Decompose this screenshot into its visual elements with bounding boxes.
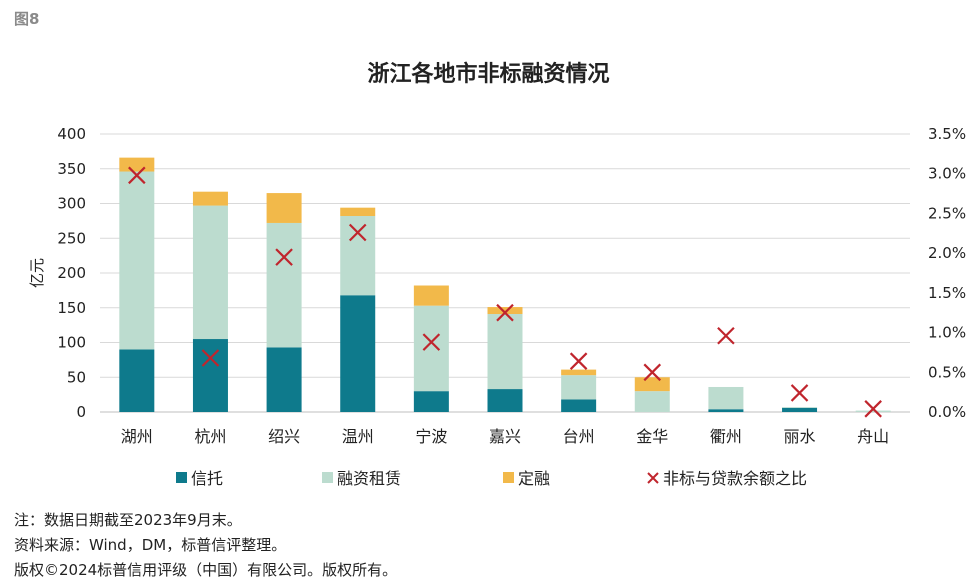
ratio-marker	[422, 333, 441, 351]
note-date: 注：数据日期截至2023年9月末。	[14, 511, 242, 529]
bar-segment	[487, 389, 523, 412]
bar-segment	[340, 216, 376, 296]
legend-label: 信托	[191, 469, 223, 488]
legend-swatch	[322, 472, 333, 483]
legend-label: 非标与贷款余额之比	[663, 469, 807, 488]
x-tick-label: 嘉兴	[489, 427, 521, 446]
bar-segment	[192, 191, 228, 206]
y-tick-label: 50	[67, 368, 86, 386]
bar-segment	[340, 295, 376, 412]
bar-segment	[782, 407, 818, 412]
x-tick-label: 舟山	[857, 427, 889, 446]
bar-segment	[561, 399, 597, 412]
legend-marker	[647, 472, 659, 484]
note-source: 资料来源：Wind，DM，标普信评整理。	[14, 536, 287, 554]
legend-label: 融资租赁	[337, 469, 401, 488]
x-tick-label: 湖州	[121, 427, 153, 446]
y-tick-label: 200	[57, 264, 86, 282]
ratio-marker	[348, 223, 367, 242]
ratio-marker	[643, 363, 662, 382]
ratio-marker	[717, 326, 735, 345]
y2-tick-label: 0.0%	[928, 403, 966, 421]
y2-tick-label: 0.5%	[928, 363, 966, 381]
bar-segment	[413, 285, 449, 306]
x-tick-label: 绍兴	[268, 427, 300, 446]
x-tick-label: 杭州	[194, 427, 226, 446]
bar-segment	[340, 207, 376, 217]
y2-tick-label: 1.0%	[928, 324, 966, 342]
y2-tick-label: 1.5%	[928, 284, 966, 302]
x-tick-label: 温州	[342, 427, 374, 446]
ratio-marker	[128, 166, 146, 185]
legend-label: 定融	[518, 469, 550, 488]
y-tick-label: 150	[57, 299, 86, 317]
x-tick-label: 衢州	[710, 427, 742, 446]
bar-segment	[413, 391, 449, 412]
y-axis-label: 亿元	[28, 258, 46, 288]
figure-label: 图8	[14, 10, 40, 28]
ratio-marker	[569, 352, 588, 370]
ratio-marker	[496, 303, 514, 322]
bar-segment	[561, 369, 597, 376]
x-tick-label: 金华	[636, 427, 668, 446]
y2-tick-label: 3.5%	[928, 125, 966, 143]
ratio-marker	[864, 400, 882, 418]
chart-svg: 0 50 100 150 200 250 300 350 400 0.0% 0.5% 1.0% 1.5%…	[28, 125, 966, 488]
bar-segment	[266, 193, 302, 223]
bar-segment	[119, 171, 155, 350]
bar-segment	[192, 339, 228, 412]
bar-segment	[487, 314, 523, 390]
bar-segment	[708, 409, 744, 412]
y-tick-label: 300	[57, 195, 86, 213]
ratio-marker	[275, 248, 293, 266]
bar-segment	[855, 410, 891, 412]
bar-segment	[708, 386, 744, 410]
note-copyright: 版权©2024标普信用评级（中国）有限公司。版权所有。	[14, 561, 398, 579]
y2-tick-label: 2.5%	[928, 204, 966, 222]
bar-segment	[266, 347, 302, 412]
bar-segment	[413, 305, 449, 392]
x-tick-label: 宁波	[415, 427, 447, 446]
ratio-marker	[790, 384, 809, 402]
bar-segment	[192, 205, 228, 340]
ratio-marker	[201, 349, 220, 367]
bar-segment	[119, 157, 155, 172]
bar-segment	[634, 377, 670, 392]
x-tick-label: 台州	[563, 427, 595, 446]
y-tick-label: 0	[76, 403, 86, 421]
notes: 注：数据日期截至2023年9月末。 资料来源：Wind，DM，标普信评整理。 版…	[14, 508, 397, 583]
y-tick-label: 250	[57, 229, 86, 247]
chart-title: 浙江各地市非标融资情况	[367, 62, 610, 87]
bar-segment	[266, 222, 302, 348]
y-tick-label: 400	[57, 125, 86, 143]
bar-segment	[561, 375, 597, 400]
x-tick-label: 丽水	[784, 427, 816, 446]
legend-swatch	[176, 472, 187, 483]
bar-segment	[119, 349, 155, 412]
bar-segment	[634, 391, 670, 412]
y-tick-label: 350	[57, 160, 86, 178]
y2-tick-label: 3.0%	[928, 165, 966, 183]
legend-swatch	[503, 472, 514, 483]
bar-segment	[487, 307, 523, 315]
y-tick-label: 100	[57, 334, 86, 352]
bar-segment	[782, 407, 818, 408]
y2-tick-label: 2.0%	[928, 244, 966, 262]
